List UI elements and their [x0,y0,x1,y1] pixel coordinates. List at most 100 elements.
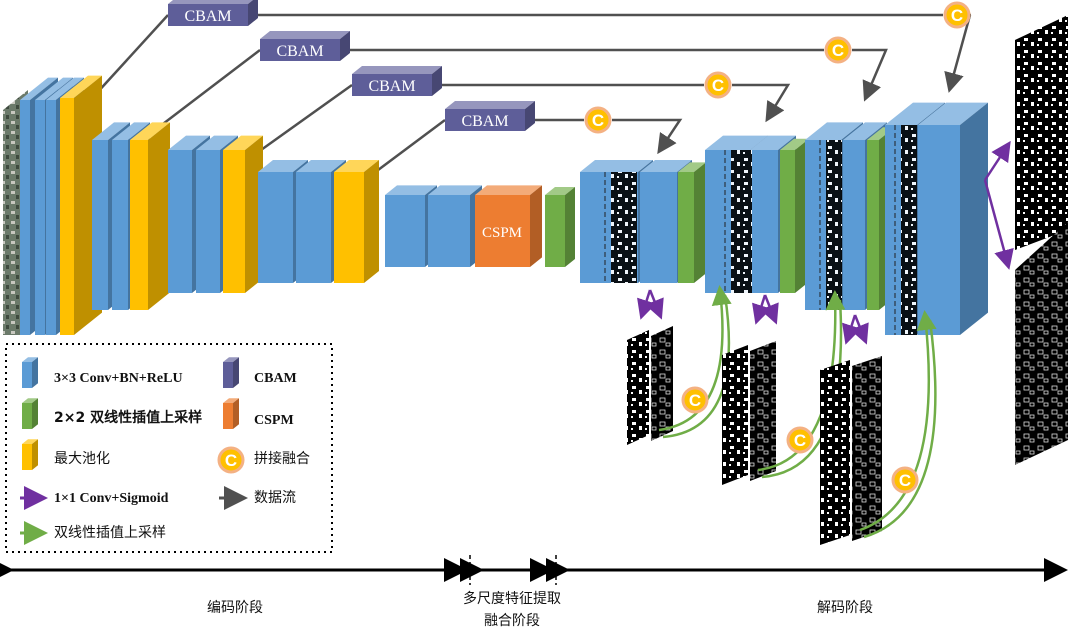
concat-circle [681,386,709,414]
block-top [168,0,253,4]
block-side [565,187,575,267]
block-front [640,172,677,283]
block-front [678,172,694,283]
legend-conv1x1-label: 1×1 Conv+Sigmoid [54,491,169,506]
skip-line [154,49,261,131]
cbam-block [260,31,350,61]
cbam-block [445,101,535,131]
block-top [223,398,239,403]
concat-circle [943,1,971,29]
block-side [32,439,38,470]
conv1x1-arrow [850,314,869,345]
block-side [233,398,239,429]
block-front [296,172,331,283]
concat-letter: C [899,471,911,490]
deep-supervision-outputs: C C C [627,15,1068,545]
block-top [885,102,945,125]
block-top [428,185,482,195]
block-front [750,150,778,293]
layer-block [223,135,263,293]
block-front [843,140,865,310]
block-front [130,140,148,310]
block-front [780,150,795,293]
block-front [867,140,879,310]
cbam-label: CBAM [368,78,415,95]
decoder-stage-label: 解码阶段 [817,600,873,616]
block-front [475,195,530,267]
block-front [196,150,220,293]
block-front [352,74,432,96]
layer-block [428,185,482,267]
block-front [35,100,45,335]
concat-circle [786,426,814,454]
legend-conv-icon [22,357,38,388]
side-edge-map [750,341,776,481]
bilinear-upsample-arrow [757,290,846,472]
skip-arrow [852,48,888,102]
block-top [22,357,38,362]
concat-icon: C [943,1,971,29]
concat-letter: C [832,41,844,60]
cbam-label: CBAM [276,43,323,60]
block-side [248,0,258,26]
block-front [92,140,108,310]
middle-stage-label-2: 融合阶段 [484,613,540,629]
block-front [428,195,470,267]
bilinear-upsample-arrow [658,285,732,432]
block-front [22,444,32,470]
concat-circle [584,106,612,134]
concat-circle [217,446,245,474]
network-blocks: CSPM [3,75,988,335]
block-front [168,150,192,293]
block-side [340,31,350,61]
legend-cbam-icon [223,357,239,388]
block-front [223,150,245,293]
block-front [445,109,525,131]
legend-bilinear-label: 双线性插值上采样 [54,525,166,541]
block-front [385,195,425,267]
side-edge-map [852,356,882,541]
block-side [960,102,988,335]
block-side [32,398,38,429]
concat-icon: C [584,106,612,134]
layer-block [130,122,170,311]
block-front [22,362,32,388]
cbam-block [168,0,258,26]
side-edge-map [651,326,673,441]
legend-maxpool-label: 最大池化 [54,451,110,467]
block-top [296,160,346,172]
layer-block [678,162,706,283]
block-top [580,160,653,172]
block-front [168,4,248,26]
block-front [20,100,30,335]
block-front [545,195,565,267]
block-top [260,31,350,39]
block-front [46,100,56,335]
block-top [352,66,442,74]
block-top [258,160,308,172]
final-edge-output [1015,222,1068,465]
layer-block [475,185,542,267]
block-top [22,439,38,444]
legend-conv-label: 3×3 Conv+BN+ReLU [54,371,183,386]
block-top [223,135,263,150]
block-side [432,66,442,96]
skip-line [94,14,169,96]
feature-map-overlay [826,140,842,310]
block-front [918,125,960,335]
concat-circle [704,71,732,99]
concat-letter: C [689,391,701,410]
skip-arrow [612,118,683,155]
block-top [130,122,170,140]
legend-upsample2x2-label: 2×2 双线性插值上采样 [54,409,202,426]
block-top [168,135,210,150]
layer-block [780,138,809,293]
block-top [640,160,692,172]
concat-circle [824,36,852,64]
block-side [364,160,379,283]
skip-connections: CBAM C CBAM C CBAM C CBAM C [94,0,972,202]
layer-block [545,187,575,267]
block-side [148,122,170,311]
layer-block [918,102,988,335]
cbam-block [352,66,442,96]
